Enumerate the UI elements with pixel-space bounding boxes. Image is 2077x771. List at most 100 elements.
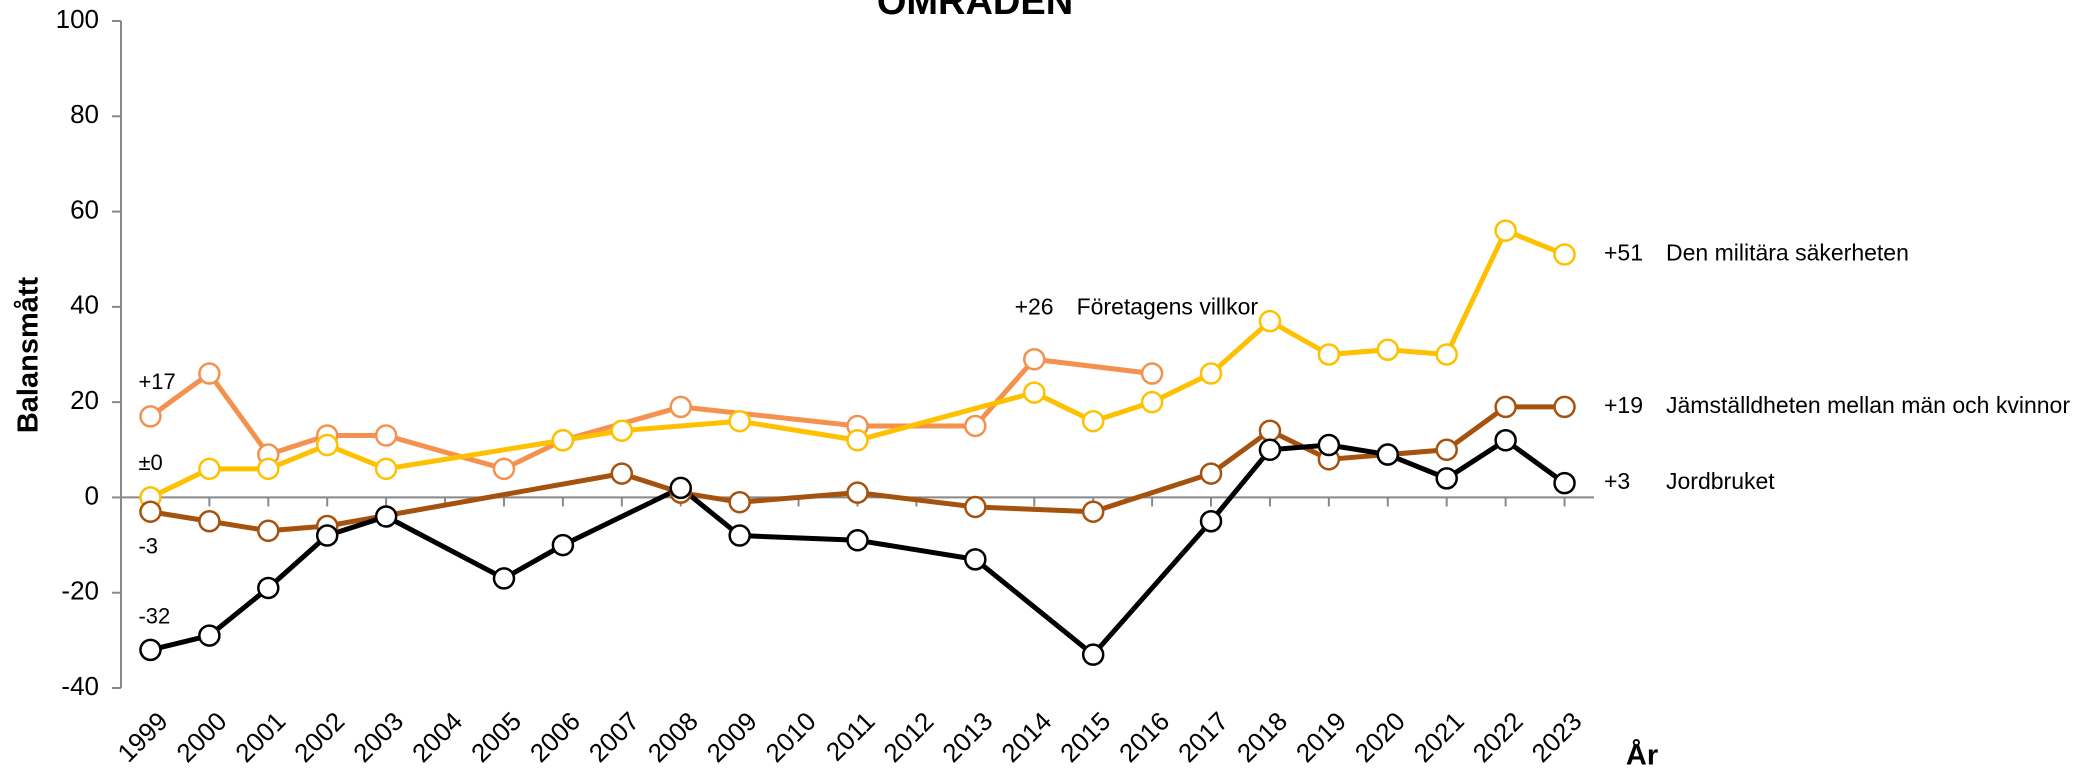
marker [1199,362,1223,385]
x-tick-label: 2019 [1290,706,1352,768]
x-tick-label: 2021 [1408,706,1470,768]
end-label: +51 [1604,240,1643,266]
marker [374,457,398,481]
marker [1435,467,1458,490]
marker [315,433,339,457]
start-label: +17 [138,369,175,394]
marker [728,409,751,433]
marker [492,567,516,590]
x-tick-label: 2002 [288,706,350,768]
marker [846,529,869,552]
marker [846,429,869,452]
marker [1199,462,1223,485]
x-tick-label: 2005 [465,706,527,768]
x-tick-label: 2007 [583,706,645,768]
marker [1494,219,1517,242]
marker [846,481,869,504]
marker [1023,381,1046,404]
x-tick-label: 2020 [1349,706,1411,768]
marker [1081,409,1105,433]
marker [1435,343,1458,366]
x-tick-label: 2009 [701,706,763,768]
marker [1553,471,1576,495]
marker [1494,395,1517,419]
marker [257,457,280,481]
end-label: +3 [1604,468,1630,494]
y-tick-label: 20 [70,385,99,415]
marker [551,533,575,557]
marker [1317,343,1341,366]
marker [374,424,398,447]
marker [1081,500,1105,523]
x-tick-label: 2015 [1054,706,1116,768]
marker [669,395,692,419]
marker [610,419,634,442]
series-name: Jordbruket [1666,468,1775,494]
marker [257,576,280,600]
y-tick-label: 80 [70,99,99,129]
marker [1317,433,1341,457]
marker [1376,338,1400,361]
marker [1376,443,1400,466]
marker [492,457,516,481]
x-tick-label: 2022 [1467,706,1529,768]
x-tick-label: 1999 [111,706,173,768]
marker [198,624,221,647]
marker [257,519,280,543]
x-tick-label: 2004 [406,706,468,768]
marker [1553,395,1576,419]
marker [198,510,221,533]
x-tick-label: 2008 [642,706,704,768]
marker [139,638,162,662]
chart-title: OMRÅDEN [877,0,1073,23]
marker [728,490,751,514]
marker [669,476,692,500]
end-label: +19 [1604,392,1643,418]
x-tick-label: 2010 [760,706,822,768]
marker [198,362,221,385]
x-tick-label: 2003 [347,706,409,768]
series-name: Företagens villkor [1077,294,1259,320]
marker [1199,510,1223,533]
marker [964,495,987,519]
marker [1258,438,1282,462]
marker [1081,643,1105,666]
marker [1435,438,1458,462]
y-tick-label: 100 [56,4,99,34]
end-label: +26 [1015,294,1054,320]
marker [1258,309,1282,333]
x-tick-label: 2011 [820,706,881,767]
x-tick-label: 2016 [1113,706,1175,768]
marker [139,500,162,523]
series-name: Den militära säkerheten [1666,240,1909,266]
x-axis-label: År [1626,739,1658,771]
x-tick-label: 2001 [229,706,291,768]
y-tick-label: 60 [70,194,99,224]
marker [374,505,398,528]
marker [1553,243,1576,266]
marker [1494,429,1517,452]
marker [964,548,987,571]
marker [315,524,339,547]
marker [139,405,162,428]
x-tick-label: 2014 [995,706,1057,768]
x-tick-label: 2018 [1231,706,1293,768]
series-name: Jämställdheten mellan män och kvinnor [1666,392,2070,418]
marker [1140,390,1164,414]
series-line [148,356,1153,472]
marker [1258,419,1282,442]
y-tick-label: -20 [61,576,99,606]
x-tick-label: 2017 [1172,706,1234,768]
marker [1023,348,1046,371]
x-tick-label: 2006 [524,706,586,768]
x-tick-label: 2013 [936,706,998,768]
marker [610,462,634,485]
x-tick-label: 2023 [1526,706,1588,768]
marker [198,457,221,481]
start-label: -32 [138,604,170,629]
y-tick-label: 40 [70,290,99,320]
marker [551,429,575,452]
start-label: -3 [138,534,158,559]
marker [964,414,987,438]
